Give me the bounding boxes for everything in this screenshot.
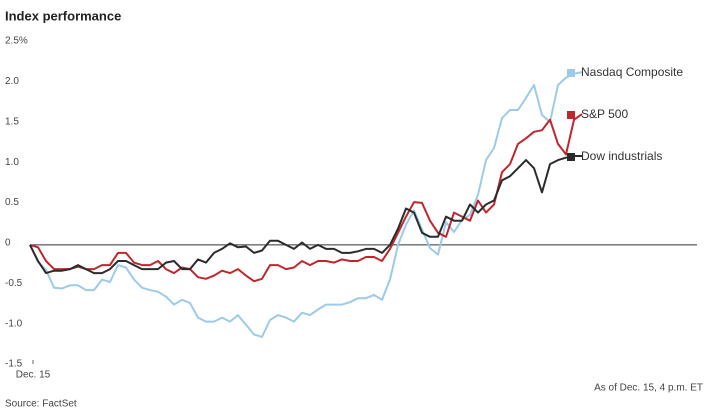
y-tick-label: -0.5	[5, 278, 23, 289]
legend-swatch	[567, 69, 575, 77]
legend-label: S&P 500	[581, 107, 628, 121]
legend-swatch	[567, 153, 575, 161]
series-line	[29, 155, 582, 275]
legend-swatch	[567, 111, 575, 119]
y-tick-label: 2.0	[5, 76, 19, 87]
annotation: As of Dec. 15, 4 p.m. ET	[594, 383, 703, 394]
series-line	[29, 71, 583, 338]
y-tick-label: 0	[5, 238, 11, 249]
y-tick-label: 1.0	[5, 157, 19, 168]
chart-title: Index performance	[5, 8, 121, 23]
legend-label: Dow industrials	[581, 149, 662, 163]
y-tick-label: 2.5%	[5, 36, 28, 47]
x-tick-label: Dec. 15	[16, 370, 51, 381]
series-line	[29, 113, 583, 283]
y-tick-label: -1.5	[5, 359, 23, 370]
y-tick-label: 0.5	[5, 197, 19, 208]
y-tick-label: 1.5	[5, 116, 19, 127]
source: Source: FactSet	[5, 399, 77, 410]
legend-label: Nasdaq Composite	[581, 65, 683, 79]
y-tick-label: -1.0	[5, 318, 23, 329]
